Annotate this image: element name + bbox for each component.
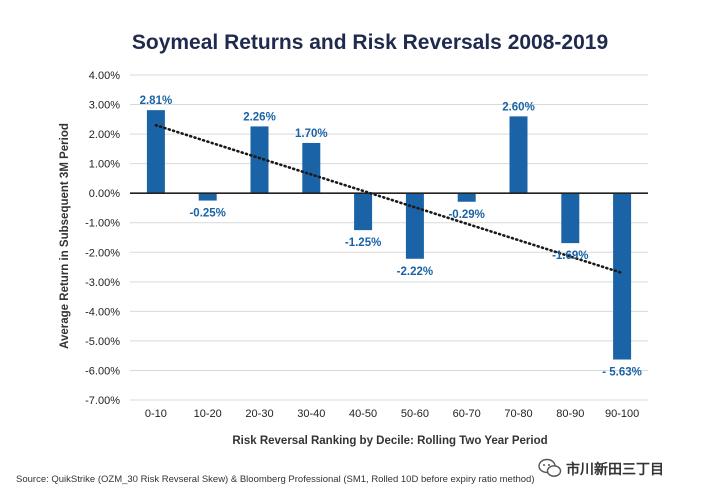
x-tick-label: 80-90	[556, 408, 584, 420]
data-labels: 2.81% -0.25% 2.26% 1.70% -1.25% -2.22% -0.29% 2…	[140, 95, 642, 378]
y-tick-label: 1.00%	[89, 159, 120, 171]
wechat-icon	[538, 458, 562, 477]
data-label: 2.26%	[243, 111, 276, 123]
x-tick-label: 40-50	[349, 408, 377, 420]
bar	[457, 193, 476, 202]
bar	[250, 126, 269, 194]
trend-line	[154, 123, 624, 275]
y-axis-title: Average Return in Subsequent 3M Period	[59, 123, 71, 349]
x-tick-label: 50-60	[401, 408, 429, 420]
y-tick-label: -3.00%	[85, 277, 120, 289]
bar	[561, 193, 580, 244]
y-tick-label: 4.00%	[89, 70, 120, 82]
chart-title: Soymeal Returns and Risk Reversals 2008-…	[132, 31, 608, 54]
x-tick-label: 20-30	[245, 408, 273, 420]
y-tick-label: -1.00%	[85, 218, 120, 230]
y-tick-label: 0.00%	[89, 188, 120, 200]
y-tick-label: -4.00%	[85, 306, 120, 318]
data-label: 2.81%	[140, 95, 173, 107]
data-label: -2.22%	[397, 266, 433, 278]
watermark: 市川新田三丁目	[538, 458, 664, 477]
x-axis: 0-10 10-20 20-30 30-40 40-50 50-60 60-70 70-80 8…	[145, 408, 639, 420]
y-tick-label: 3.00%	[89, 100, 120, 112]
source-note: Source: QuikStrike (OZM_30 Risk Revseral…	[16, 474, 534, 485]
bar	[146, 110, 165, 194]
bar	[613, 193, 632, 360]
x-tick-label: 10-20	[194, 408, 222, 420]
x-tick-label: 30-40	[297, 408, 325, 420]
data-label: -1.25%	[345, 237, 381, 249]
data-label: 1.70%	[295, 128, 328, 140]
y-tick-label: -2.00%	[85, 247, 120, 259]
x-tick-label: 90-100	[605, 408, 639, 420]
bar	[509, 116, 528, 194]
data-label: -0.29%	[448, 209, 484, 221]
watermark-text: 市川新田三丁目	[566, 461, 664, 477]
y-axis: 4.00% 3.00% 2.00% 1.00% 0.00% -1.00% -2.00% -3.…	[85, 70, 120, 407]
y-tick-label: -5.00%	[85, 336, 120, 348]
y-tick-label: 2.00%	[89, 129, 120, 141]
data-label: -1.69%	[552, 250, 588, 262]
bar	[354, 193, 373, 231]
x-axis-title: Risk Reversal Ranking by Decile: Rolling…	[232, 435, 547, 447]
bar	[198, 193, 217, 201]
bars	[146, 110, 632, 360]
x-tick-label: 60-70	[453, 408, 481, 420]
x-tick-label: 0-10	[145, 408, 167, 420]
y-tick-label: -6.00%	[85, 365, 120, 377]
y-tick-label: -7.00%	[85, 395, 120, 407]
data-label: - 5.63%	[602, 367, 642, 379]
data-label: -0.25%	[189, 208, 225, 220]
data-label: 2.60%	[502, 101, 535, 113]
bar	[302, 142, 321, 194]
bar	[405, 193, 424, 259]
x-tick-label: 70-80	[504, 408, 532, 420]
